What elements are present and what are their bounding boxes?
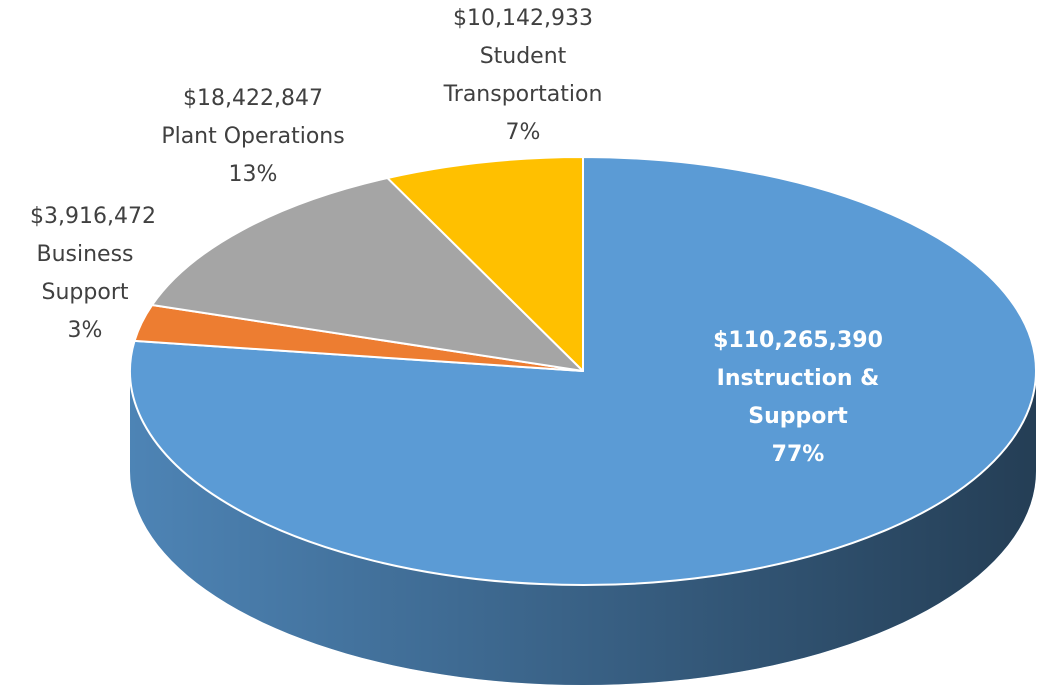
data-label: $110,265,390 Instruction & Support 77%: [713, 322, 883, 474]
percent-label: 3%: [67, 318, 103, 343]
value-label: $3,916,472: [30, 204, 156, 229]
category-label: Business Support: [36, 242, 134, 305]
category-label: Instruction & Support: [716, 366, 880, 429]
data-label: $18,422,847 Plant Operations 13%: [123, 80, 383, 194]
data-label: $10,142,933 Student Transportation 7%: [423, 0, 623, 152]
percent-label: 7%: [505, 120, 541, 145]
category-label: Student Transportation: [443, 44, 603, 107]
data-label: $3,916,472 Business Support 3%: [30, 198, 156, 350]
value-label: $10,142,933: [453, 6, 593, 31]
pie-side-shade: [130, 371, 1036, 685]
pie-slice: [151, 176, 584, 372]
value-label: $18,422,847: [183, 86, 323, 111]
percent-label: 77%: [771, 442, 825, 467]
value-label: $110,265,390: [713, 328, 883, 353]
category-label: Plant Operations: [161, 124, 345, 149]
percent-label: 13%: [228, 162, 278, 187]
pie-slice: [386, 156, 584, 372]
